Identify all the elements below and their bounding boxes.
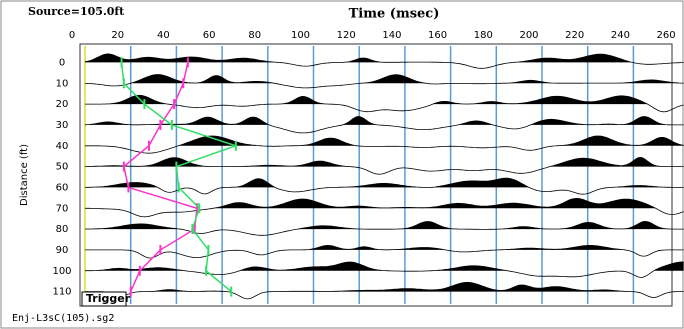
- x-tick-label: 240: [611, 30, 630, 41]
- y-tick-label: 110: [52, 287, 71, 298]
- trace-fill: [85, 221, 684, 230]
- trigger-box: [81, 291, 127, 307]
- y-tick-label: 80: [56, 224, 69, 235]
- trace: [85, 197, 684, 218]
- trace-fill: [85, 282, 684, 292]
- trace-fill: [85, 245, 684, 250]
- trace: [84, 116, 684, 134]
- x-tick-label: 200: [519, 30, 538, 41]
- trace: [85, 244, 684, 259]
- trace-fill: [85, 116, 684, 125]
- file-label: Enj-L3sC(105).sg2: [12, 313, 114, 324]
- y-tick-label: 30: [56, 120, 69, 131]
- trace-fill: [85, 95, 684, 105]
- trace: [85, 94, 684, 113]
- x-tick-label: 80: [248, 30, 261, 41]
- trace-fill: [85, 136, 684, 146]
- x-tick-label: 20: [111, 30, 124, 41]
- x-tick-label: 40: [157, 30, 170, 41]
- trace: [84, 53, 684, 69]
- x-tick-label: 180: [474, 30, 493, 41]
- x-tick-label: 260: [657, 30, 676, 41]
- x-tick-label: 0: [69, 30, 75, 41]
- trace: [84, 177, 684, 195]
- x-tick-label: 120: [337, 30, 356, 41]
- trace: [85, 282, 684, 300]
- x-tick-label: 220: [565, 30, 584, 41]
- y-tick-label: 90: [56, 245, 69, 256]
- source-label: Source=105.0ft: [28, 5, 125, 18]
- x-tick-label: 60: [203, 30, 216, 41]
- x-tick-label: 100: [291, 30, 310, 41]
- y-tick-label: 100: [52, 266, 71, 277]
- y-tick-label: 50: [56, 162, 69, 173]
- trace-fill: [85, 178, 684, 188]
- y-tick-label: 10: [56, 78, 69, 89]
- trace: [85, 156, 684, 175]
- y-tick-label: 60: [56, 182, 69, 193]
- x-tick-label: 160: [428, 30, 447, 41]
- trigger-label: Trigger: [86, 292, 131, 305]
- trace: [85, 261, 684, 278]
- trace-fill: [85, 53, 684, 63]
- y-tick-label: 0: [59, 57, 65, 68]
- pick-line: [123, 62, 198, 292]
- y-tick-label: 20: [56, 99, 69, 110]
- y-axis-label: Distance (ft): [19, 144, 30, 206]
- plot-frame: [79, 43, 673, 307]
- x-tick-label: 140: [382, 30, 401, 41]
- trace: [85, 220, 684, 236]
- trace: [85, 135, 684, 154]
- trace-fill: [85, 74, 684, 84]
- y-tick-label: 70: [56, 203, 69, 214]
- y-tick-label: 40: [56, 141, 69, 152]
- trace-fill: [85, 261, 684, 271]
- chart-title: Time (msec): [349, 7, 440, 22]
- trace: [85, 74, 684, 89]
